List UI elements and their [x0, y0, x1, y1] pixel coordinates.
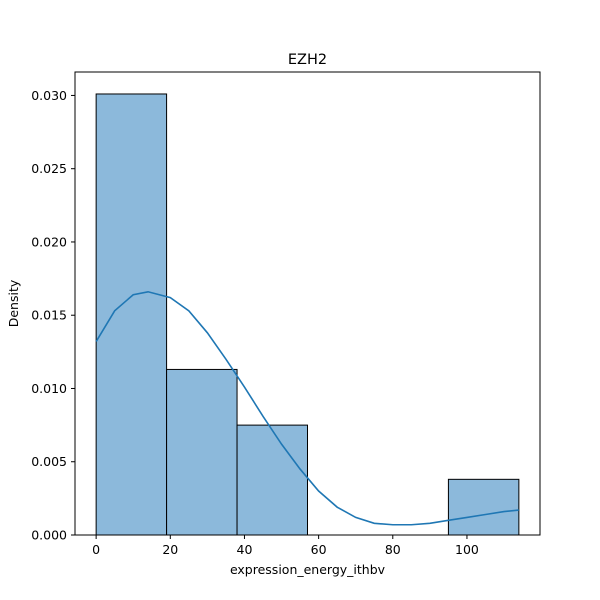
- y-tick-label: 0.015: [31, 308, 67, 323]
- y-tick-label: 0.000: [31, 528, 67, 543]
- x-axis-label: expression_energy_ithbv: [230, 562, 386, 577]
- x-axis-ticks: 0 20 40 60 80 100: [92, 535, 479, 557]
- x-tick-label: 100: [455, 542, 479, 557]
- y-axis-label: Density: [6, 279, 21, 327]
- x-tick-label: 0: [92, 542, 100, 557]
- kde-curve: [95, 290, 519, 526]
- histogram-bar-0: [95, 93, 168, 536]
- histogram-bar-5: [447, 478, 520, 536]
- histogram-bars: [95, 93, 520, 536]
- y-tick-label: 0.025: [31, 161, 67, 176]
- plot-frame: [74, 71, 541, 536]
- y-tick-label: 0.010: [31, 381, 67, 396]
- x-tick-label: 40: [237, 542, 253, 557]
- chart-title: EZH2: [288, 52, 327, 68]
- histogram-bar-1: [166, 368, 238, 536]
- x-tick-label: 80: [385, 542, 401, 557]
- y-tick-label: 0.005: [31, 454, 67, 469]
- y-axis-ticks: 0.000 0.005 0.010 0.015 0.020 0.025 0.030: [31, 88, 75, 543]
- histogram-bar-2: [236, 424, 308, 536]
- x-tick-label: 60: [311, 542, 327, 557]
- x-tick-label: 20: [162, 542, 178, 557]
- y-tick-label: 0.030: [31, 88, 67, 103]
- y-tick-label: 0.020: [31, 234, 67, 249]
